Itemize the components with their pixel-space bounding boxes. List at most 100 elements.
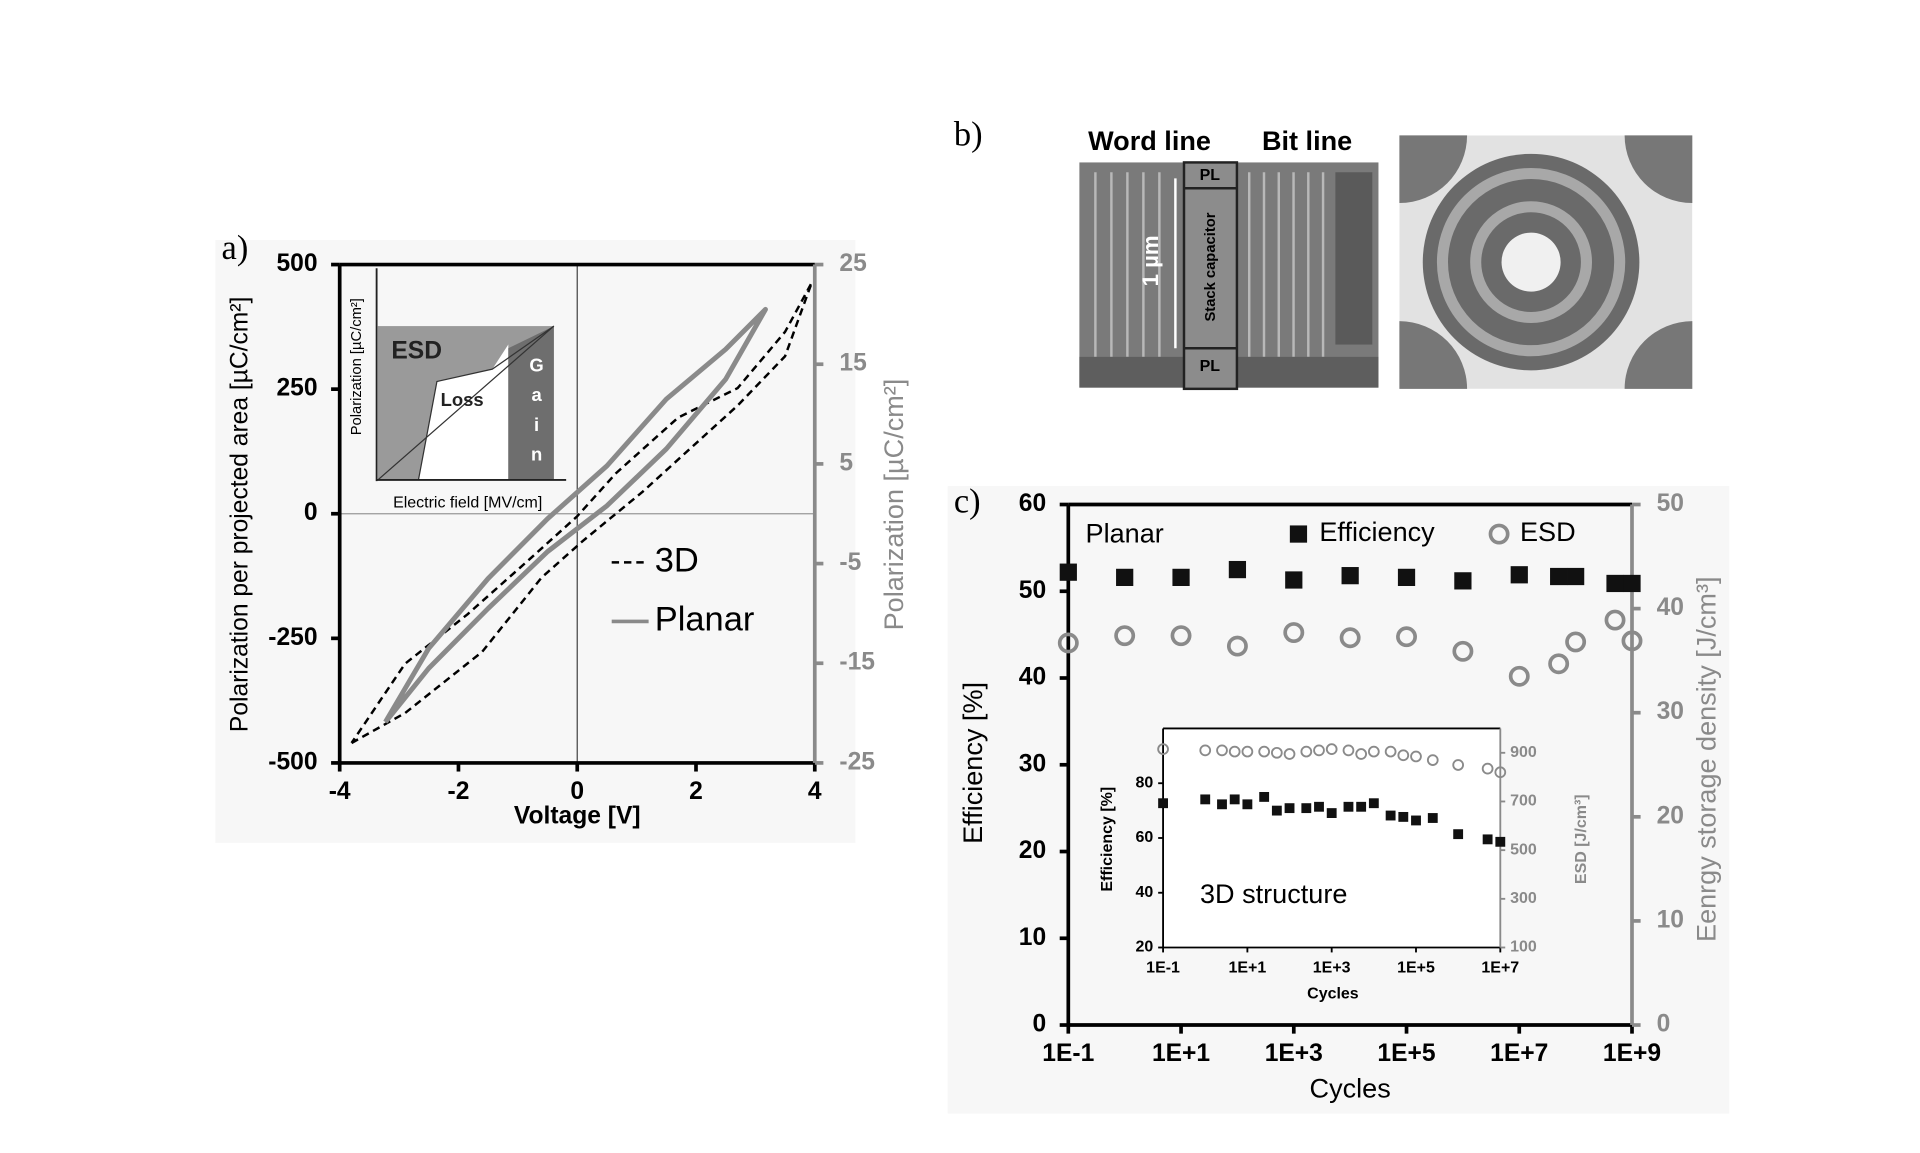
point — [1623, 574, 1641, 593]
point — [1495, 836, 1506, 847]
point — [1481, 762, 1494, 775]
y-tick-label: 40 — [1019, 664, 1046, 691]
legend-label: ESD — [1520, 516, 1576, 547]
legend-swatch — [1488, 523, 1510, 545]
point — [1229, 794, 1240, 805]
x-tick-label: 2 — [689, 778, 703, 805]
point — [1200, 794, 1211, 805]
point — [1494, 766, 1507, 779]
point — [1356, 801, 1367, 812]
y-tick-label: 20 — [1135, 939, 1153, 956]
y2-tick-label: 40 — [1657, 594, 1684, 621]
point — [1300, 745, 1313, 758]
point — [1283, 622, 1305, 644]
point — [1325, 743, 1338, 756]
point — [1397, 568, 1416, 586]
point — [1452, 640, 1474, 662]
y2-tick-label: 300 — [1510, 890, 1537, 907]
point — [1301, 803, 1312, 814]
y2-tick-label: 700 — [1510, 793, 1537, 810]
point — [1606, 574, 1624, 593]
loop-line — [377, 325, 555, 481]
inset-x-label: Electric field [MV/cm] — [393, 495, 542, 512]
legend-label: 3D — [655, 541, 699, 579]
x-tick-label: 1E+1 — [1228, 960, 1266, 977]
annotation: Planar — [1086, 517, 1164, 548]
scale-label: 1 µm — [1138, 235, 1163, 286]
point — [1116, 568, 1134, 586]
x-tick-label: 1E+7 — [1490, 1040, 1548, 1067]
point — [1397, 749, 1410, 762]
capacitor-label: Stack capacitor — [1203, 212, 1219, 321]
point — [1550, 567, 1568, 586]
point — [1313, 744, 1325, 757]
y-axis-label: Efficiency [%] — [1099, 787, 1116, 892]
bit-line-label: Bit line — [1262, 125, 1352, 156]
x-tick-label: 0 — [570, 778, 584, 805]
y2-tick-label: 100 — [1510, 939, 1537, 956]
y-tick-label: 10 — [1019, 924, 1046, 951]
series-line — [383, 306, 768, 724]
capacitor-box — [1182, 161, 1239, 391]
x-tick-label: -4 — [329, 778, 351, 805]
point — [1314, 801, 1324, 812]
point — [1226, 635, 1248, 657]
x-axis-label: Cycles — [1307, 985, 1359, 1002]
x-tick-label: 1E+3 — [1313, 960, 1351, 977]
point — [1355, 748, 1368, 760]
y2-tick-label: 50 — [1657, 490, 1684, 517]
point — [1510, 566, 1528, 584]
y-tick-label: -500 — [268, 748, 317, 775]
word-line-label: Word line — [1088, 125, 1211, 156]
point — [1059, 563, 1077, 581]
y2-tick-label: 15 — [839, 350, 866, 377]
columns — [1094, 172, 1325, 357]
x-axis-label: Cycles — [1310, 1072, 1391, 1103]
y-tick-label: 50 — [1019, 577, 1046, 604]
point — [1604, 609, 1626, 631]
tem-image — [1399, 135, 1693, 389]
y-tick-label: 60 — [1019, 490, 1046, 517]
panel-label: b) — [954, 116, 983, 154]
y-tick-label: 80 — [1135, 774, 1153, 791]
point — [1241, 745, 1254, 758]
panel-label: c) — [954, 482, 981, 520]
gain-region — [508, 326, 554, 480]
point — [1259, 791, 1270, 802]
y2-axis-label: Polarization [µC/cm²] — [878, 379, 909, 631]
point — [1284, 803, 1295, 814]
sem-region — [1335, 172, 1373, 345]
point — [1172, 568, 1190, 586]
y-axis-label: Polarization per projected area [µC/cm²] — [227, 297, 254, 732]
point — [1410, 750, 1422, 763]
series-line — [350, 281, 814, 745]
point — [1452, 759, 1464, 771]
x-axis-label: Voltage [V] — [514, 803, 641, 830]
x-tick-label: 1E-1 — [1042, 1040, 1094, 1067]
y2-axis-label: ESD [J/cm³] — [1573, 794, 1590, 884]
point — [1271, 805, 1282, 816]
point — [1548, 653, 1570, 675]
point — [1384, 745, 1397, 758]
y-tick-label: -250 — [268, 624, 317, 651]
panel-b: PL PL Stack capacitor 1 µm Word line Bit… — [1079, 125, 1693, 391]
y2-tick-label: 0 — [1657, 1011, 1671, 1038]
point — [1216, 744, 1228, 757]
point — [1398, 811, 1409, 822]
point — [1482, 834, 1493, 845]
y-tick-label: 0 — [1032, 1011, 1046, 1038]
panel-label: a) — [222, 229, 249, 267]
point — [1508, 665, 1530, 687]
point — [1258, 745, 1271, 758]
legend-swatch — [1289, 525, 1308, 543]
y2-axis-label: Eenrgy storage density [J/cm³] — [1690, 577, 1721, 942]
loss-label: Loss — [441, 389, 484, 410]
point — [1427, 813, 1438, 823]
x-tick-label: 1E+3 — [1265, 1040, 1323, 1067]
point — [1426, 754, 1439, 766]
y-tick-label: 60 — [1135, 829, 1153, 846]
legend-label: Efficiency — [1319, 516, 1435, 547]
legend-label: Planar — [655, 601, 755, 639]
